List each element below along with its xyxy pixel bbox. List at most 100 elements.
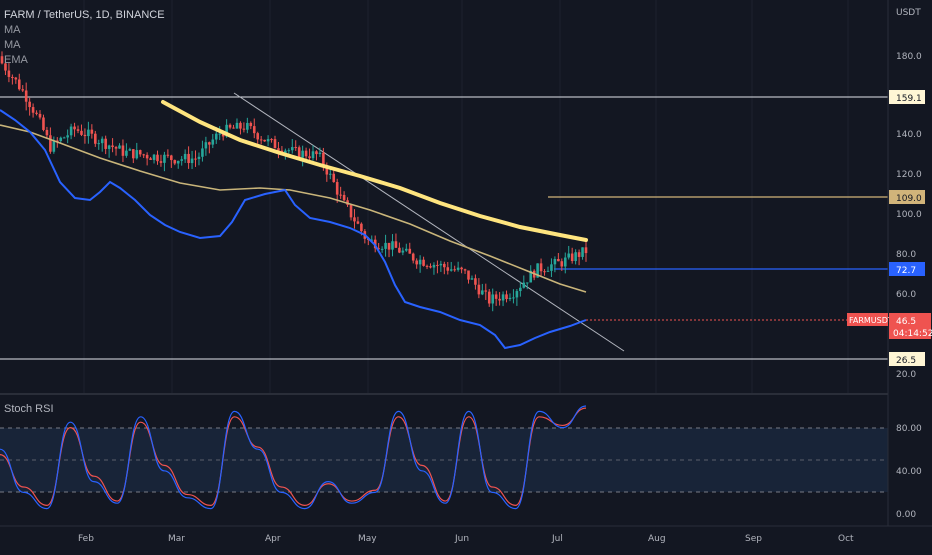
candle-body: [557, 258, 560, 262]
candle-body: [546, 270, 550, 272]
candle-body: [90, 129, 94, 134]
candle-body: [484, 290, 488, 292]
tag-109[interactable]: 109.0: [889, 190, 925, 204]
indicator-ema[interactable]: EMA: [4, 54, 28, 66]
candle-body: [252, 126, 256, 134]
candle-body: [228, 124, 232, 128]
candle-body: [225, 124, 228, 137]
candle-body: [83, 134, 87, 137]
candle-body: [259, 139, 263, 141]
candle-body: [460, 267, 463, 270]
candle-body: [270, 139, 273, 141]
stoch-d-line[interactable]: [0, 407, 587, 506]
ma-mid-line[interactable]: [0, 124, 587, 293]
candle-body: [221, 133, 225, 137]
candle-body: [301, 150, 304, 158]
candle-body: [436, 264, 439, 266]
price-tick: 60.0: [896, 290, 916, 300]
candle-body: [474, 278, 477, 285]
candle-body: [418, 259, 422, 265]
candle-body: [508, 297, 512, 300]
candle-body: [0, 56, 4, 64]
stoch-tick: 0.00: [896, 510, 916, 520]
candle-body: [405, 248, 408, 251]
candle-body: [543, 271, 546, 273]
indicator-ma-2[interactable]: MA: [4, 39, 21, 51]
stoch-rsi-label[interactable]: Stoch RSI: [4, 403, 54, 415]
candle-body: [387, 242, 391, 250]
tag-72[interactable]: 72.7: [889, 262, 925, 276]
candle-body: [443, 263, 446, 268]
candle-body: [550, 264, 553, 271]
candle-body: [415, 260, 418, 265]
candle-body: [62, 137, 66, 139]
candle-body: [408, 248, 412, 254]
candle-body: [522, 282, 526, 288]
candle-body: [356, 221, 360, 224]
candle-body: [456, 267, 460, 270]
candle-body: [97, 143, 101, 145]
symbol-title[interactable]: FARM / TetherUS, 1D, BINANCE: [4, 9, 165, 21]
candle-body: [28, 101, 31, 108]
tag-26[interactable]: 26.5: [889, 352, 925, 366]
indicator-ma-1[interactable]: MA: [4, 24, 21, 36]
candle-body: [315, 151, 318, 155]
price-tick: 120.0: [896, 170, 922, 180]
time-tick: May: [358, 534, 377, 544]
time-scale[interactable]: [0, 526, 888, 550]
candle-body: [287, 150, 291, 152]
ema-fast-line[interactable]: [0, 109, 587, 350]
price-tick: 100.0: [896, 210, 922, 220]
candle-body: [463, 269, 467, 271]
candle-body: [277, 148, 280, 151]
stoch-k-line[interactable]: [0, 405, 587, 510]
candle-body: [21, 89, 25, 91]
candle-body: [111, 145, 114, 148]
candle-body: [180, 159, 183, 161]
candle-body: [453, 269, 456, 271]
candle-body: [204, 142, 208, 149]
tag-159[interactable]: 159.1: [889, 90, 925, 104]
candle-body: [505, 294, 508, 300]
candle-body: [159, 161, 163, 163]
candle-body: [332, 173, 336, 183]
candle-body: [135, 150, 139, 159]
candle-body: [156, 154, 159, 162]
candle-body: [80, 130, 83, 135]
candle-body: [439, 263, 443, 266]
candle-body: [266, 139, 270, 142]
candle-body: [114, 147, 118, 149]
candle-body: [481, 290, 484, 295]
candle-body: [308, 156, 311, 159]
trendline[interactable]: [233, 92, 625, 352]
candle-body: [218, 133, 222, 135]
last-price-value: 46.5: [896, 317, 916, 327]
candle-body: [290, 147, 294, 151]
price-tick: 80.0: [896, 250, 916, 260]
candle-body: [52, 140, 56, 152]
candle-body: [24, 90, 28, 102]
candle-body: [294, 147, 298, 149]
candle-body: [394, 241, 398, 248]
candle-body: [491, 294, 494, 304]
candle-body: [11, 76, 14, 78]
candle-body: [242, 128, 246, 130]
time-tick: Sep: [745, 534, 762, 544]
candle-body: [449, 269, 453, 271]
candle-body: [377, 248, 380, 250]
candle-body: [176, 160, 180, 164]
candle-body: [73, 126, 76, 130]
candle-body: [422, 259, 425, 266]
ma-long-line[interactable]: [161, 100, 588, 242]
time-tick: Jul: [551, 534, 563, 544]
last-price-tag[interactable]: FARMUSDT 46.5 04:14:52: [847, 313, 932, 339]
candle-body: [31, 107, 35, 113]
candle-body: [411, 253, 415, 261]
candle-body: [152, 154, 156, 160]
candle-body: [370, 239, 374, 241]
candle-body: [45, 129, 49, 136]
candle-body: [7, 70, 11, 77]
candle-body: [59, 137, 63, 142]
